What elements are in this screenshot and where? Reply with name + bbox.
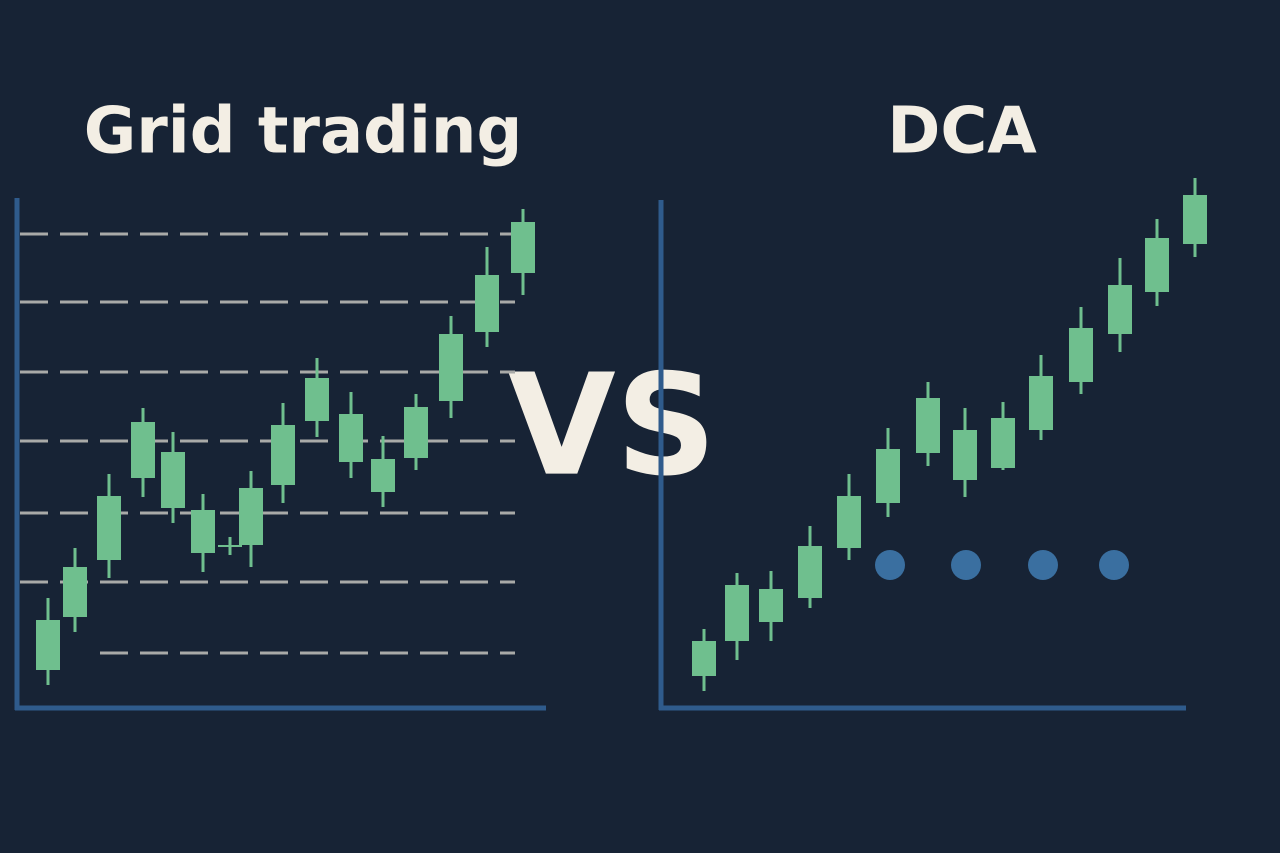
candles [36,178,1207,691]
candle-body [475,275,499,332]
candle-body [692,641,716,676]
candle-body [759,589,783,622]
candle-body [239,488,263,545]
candle-body [798,546,822,598]
candle-body [36,620,60,670]
candle-body [991,418,1015,468]
candle-body [131,422,155,478]
candle-body [725,585,749,641]
candle-body [916,398,940,453]
candle-body [371,459,395,492]
candle-body [439,334,463,401]
candle-body [837,496,861,548]
candle-body [953,430,977,480]
candle-body [1145,238,1169,292]
dca-dots [875,550,1129,580]
candle-body [97,496,121,560]
dca-dot [875,550,905,580]
candle-body [1108,285,1132,334]
candle-body [161,452,185,508]
candle-body [511,222,535,273]
dca-dot [951,550,981,580]
candle-body [271,425,295,485]
candle-body [404,407,428,458]
candle-body [1029,376,1053,430]
candle-body [876,449,900,503]
candle-body [218,545,242,547]
candle-body [1069,328,1093,382]
candle-body [339,414,363,462]
candle-body [1183,195,1207,244]
grid-title: Grid trading [84,95,523,169]
candle-body [63,567,87,617]
candle-body [191,510,215,553]
dca-title: DCA [887,95,1037,169]
vs-label: VS [507,345,716,508]
dca-dot [1028,550,1058,580]
grid-levels [20,232,515,655]
candle-body [305,378,329,421]
dca-dot [1099,550,1129,580]
axes [14,198,1186,711]
